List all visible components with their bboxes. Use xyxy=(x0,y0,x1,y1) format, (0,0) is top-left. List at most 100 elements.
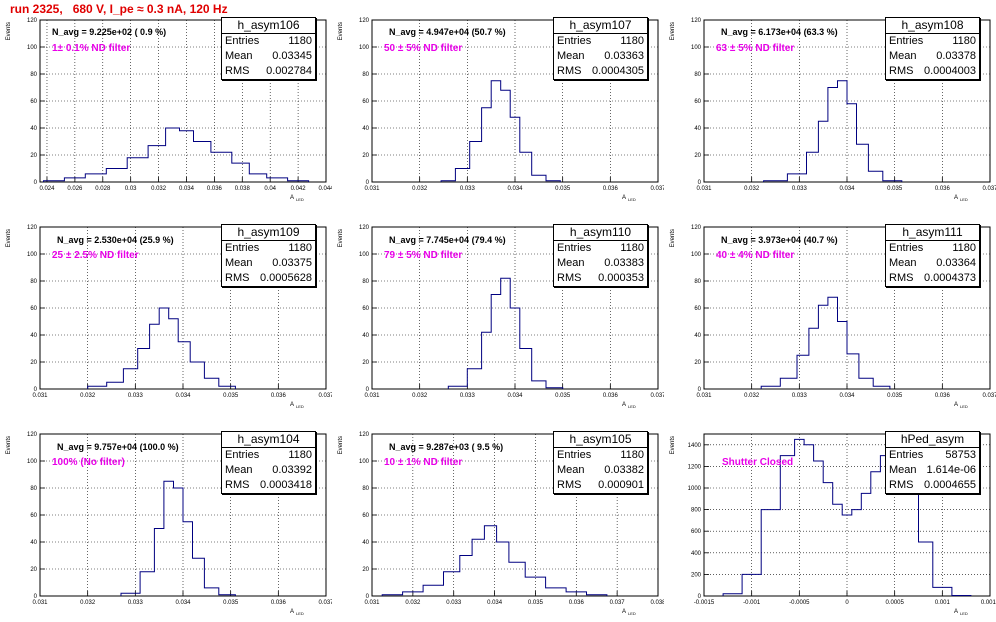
x-tick-label: 0.04 xyxy=(264,186,276,192)
x-tick-label: 0.037 xyxy=(610,600,626,606)
x-tick-label: 0.037 xyxy=(982,393,996,399)
stats-value: 0.03383 xyxy=(604,257,644,269)
stats-value: 0.0004373 xyxy=(924,272,976,284)
stats-label: RMS xyxy=(557,65,582,77)
histogram-svg: 0.031 0.032 0.033 0.034 0.035 0.036 0.037 0 20 40… xyxy=(6,225,332,409)
x-axis-title: A xyxy=(290,195,294,201)
y-tick-label: 600 xyxy=(691,529,702,535)
stats-box: h_asym109 Entries 1180 Mean 0.03375 RMS 0.0005… xyxy=(221,224,316,287)
stats-label: Mean xyxy=(225,257,253,269)
stats-row-mean: Mean 0.03382 xyxy=(554,463,647,478)
x-axis-subscript: LED xyxy=(960,404,968,409)
histogram-pad: 0.024 0.026 0.028 0.03 0.032 0.034 0.036 0.038 0… xyxy=(0,0,332,207)
histogram-pad: 0.031 0.032 0.033 0.034 0.035 0.036 0.037 0 20 40… xyxy=(332,0,664,207)
y-tick-label: 40 xyxy=(694,126,701,132)
stats-value: 1180 xyxy=(620,242,644,254)
stats-label: Entries xyxy=(225,242,260,254)
x-tick-label: 0.032 xyxy=(744,186,760,192)
stats-value: 1180 xyxy=(620,449,644,461)
y-tick-label: 80 xyxy=(30,279,37,285)
x-tick-label: 0.026 xyxy=(67,186,83,192)
histogram-name: h_asym108 xyxy=(886,18,979,34)
stats-value: 0.002784 xyxy=(266,65,312,77)
y-tick-label: 40 xyxy=(30,126,37,132)
y-tick-label: 1200 xyxy=(688,464,702,470)
y-tick-label: 40 xyxy=(362,333,369,339)
x-axis-title: A xyxy=(954,195,958,201)
x-axis-subscript: LED xyxy=(296,197,304,202)
histogram-pad: 0.031 0.032 0.033 0.034 0.035 0.036 0.037 0 20 40… xyxy=(664,207,996,414)
x-tick-label: 0.034 xyxy=(175,393,191,399)
y-tick-label: 1000 xyxy=(688,486,702,492)
x-tick-label: 0.034 xyxy=(487,600,503,606)
stats-label: RMS xyxy=(225,272,250,284)
x-tick-label: 0.036 xyxy=(569,600,585,606)
stats-label: Mean xyxy=(557,50,585,62)
stats-label: Mean xyxy=(889,257,917,269)
stats-box: h_asym111 Entries 1180 Mean 0.03364 RMS 0.0004… xyxy=(885,224,980,287)
filter-annotation: 63 ± 5% ND filter xyxy=(716,43,795,54)
stats-label: Entries xyxy=(225,35,260,47)
stats-row-rms: RMS 0.0004655 xyxy=(886,478,979,493)
x-axis-title: A xyxy=(290,402,294,408)
stats-row-entries: Entries 1180 xyxy=(554,241,647,256)
x-tick-label: 0.038 xyxy=(235,186,251,192)
stats-box: h_asym104 Entries 1180 Mean 0.03392 RMS 0.0003… xyxy=(221,431,316,494)
histogram-pad: 0.031 0.032 0.033 0.034 0.035 0.036 0.037 0.038… xyxy=(332,414,664,621)
stats-value: 0.03378 xyxy=(936,50,976,62)
x-axis-subscript: LED xyxy=(628,611,636,616)
y-tick-label: 400 xyxy=(691,551,702,557)
x-tick-label: 0.036 xyxy=(207,186,223,192)
x-tick-label: 0.031 xyxy=(32,600,48,606)
y-tick-label: 0 xyxy=(366,180,370,186)
y-tick-label: 80 xyxy=(362,72,369,78)
x-tick-label: 0.034 xyxy=(507,186,523,192)
x-tick-label: 0.044 xyxy=(318,186,332,192)
y-tick-label: 100 xyxy=(27,252,38,258)
histogram-svg: 0.024 0.026 0.028 0.03 0.032 0.034 0.036 0.038 0… xyxy=(6,18,332,202)
x-axis-subscript: LED xyxy=(296,611,304,616)
stats-value: 1180 xyxy=(620,35,644,47)
y-tick-label: 120 xyxy=(27,18,38,24)
y-tick-label: 20 xyxy=(362,360,369,366)
x-axis-subscript: LED xyxy=(960,197,968,202)
run-title: run 2325, 680 V, I_pe ≈ 0.3 nA, 120 Hz xyxy=(10,2,228,16)
histogram-line xyxy=(760,296,891,389)
x-tick-label: 0.036 xyxy=(271,393,287,399)
x-axis-subscript: LED xyxy=(628,197,636,202)
stats-row-mean: Mean 1.614e-06 xyxy=(886,463,979,478)
y-tick-label: 120 xyxy=(359,432,370,438)
stats-row-entries: Entries 1180 xyxy=(222,34,315,49)
stats-value: 58753 xyxy=(945,449,976,461)
y-tick-label: 20 xyxy=(362,567,369,573)
y-axis-title: Events xyxy=(6,436,12,454)
x-tick-label: 0.035 xyxy=(528,600,544,606)
stats-label: Mean xyxy=(889,50,917,62)
stats-label: RMS xyxy=(889,479,914,491)
y-tick-label: 100 xyxy=(359,45,370,51)
x-tick-label: 0.033 xyxy=(446,600,462,606)
stats-value: 0.0004655 xyxy=(924,479,976,491)
x-tick-label: 0.032 xyxy=(412,186,428,192)
filter-annotation: 40 ± 4% ND filter xyxy=(716,250,795,261)
stats-value: 0.0005628 xyxy=(260,272,312,284)
histogram-name: hPed_asym xyxy=(886,432,979,448)
stats-row-entries: Entries 1180 xyxy=(554,34,647,49)
y-axis-title: Events xyxy=(670,22,676,40)
filter-annotation: 10 ± 1% ND filter xyxy=(384,457,463,468)
histogram-line xyxy=(440,80,561,182)
y-tick-label: 60 xyxy=(362,99,369,105)
stats-row-mean: Mean 0.03363 xyxy=(554,49,647,64)
stats-label: Mean xyxy=(225,464,253,476)
y-tick-label: 100 xyxy=(27,459,38,465)
y-tick-label: 80 xyxy=(362,486,369,492)
histogram-line xyxy=(87,307,236,389)
histogram-line xyxy=(763,80,903,182)
stats-value: 0.03364 xyxy=(936,257,976,269)
y-axis-title: Events xyxy=(6,22,12,40)
histogram-line xyxy=(381,525,608,596)
histogram-pad: 0.031 0.032 0.033 0.034 0.035 0.036 0.037 0 20 40… xyxy=(0,207,332,414)
x-tick-label: 0.032 xyxy=(744,393,760,399)
stats-label: Entries xyxy=(557,35,592,47)
stats-label: Entries xyxy=(557,449,592,461)
